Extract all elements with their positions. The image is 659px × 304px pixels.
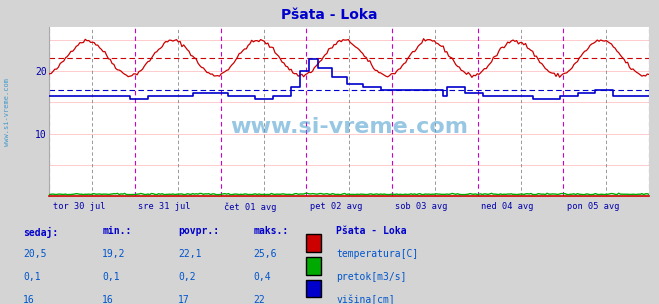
Text: temperatura[C]: temperatura[C] bbox=[336, 249, 418, 259]
Text: 25,6: 25,6 bbox=[254, 249, 277, 259]
Text: tor 30 jul: tor 30 jul bbox=[53, 202, 105, 211]
Text: sob 03 avg: sob 03 avg bbox=[395, 202, 448, 211]
Text: povpr.:: povpr.: bbox=[178, 226, 219, 237]
Text: pon 05 avg: pon 05 avg bbox=[567, 202, 619, 211]
Text: 22: 22 bbox=[254, 295, 266, 304]
Text: 16: 16 bbox=[102, 295, 114, 304]
Text: min.:: min.: bbox=[102, 226, 132, 237]
Text: www.si-vreme.com: www.si-vreme.com bbox=[3, 78, 10, 147]
Text: 20,5: 20,5 bbox=[23, 249, 47, 259]
Text: pet 02 avg: pet 02 avg bbox=[310, 202, 362, 211]
Text: 17: 17 bbox=[178, 295, 190, 304]
Text: 22,1: 22,1 bbox=[178, 249, 202, 259]
Text: Pšata - Loka: Pšata - Loka bbox=[281, 8, 378, 22]
Text: 19,2: 19,2 bbox=[102, 249, 126, 259]
Text: sedaj:: sedaj: bbox=[23, 226, 58, 237]
Text: čet 01 avg: čet 01 avg bbox=[224, 202, 277, 212]
Text: 0,4: 0,4 bbox=[254, 272, 272, 282]
Text: 0,1: 0,1 bbox=[102, 272, 120, 282]
Text: maks.:: maks.: bbox=[254, 226, 289, 237]
Text: Pšata - Loka: Pšata - Loka bbox=[336, 226, 407, 237]
Text: sre 31 jul: sre 31 jul bbox=[138, 202, 191, 211]
Text: 0,1: 0,1 bbox=[23, 272, 41, 282]
Text: 16: 16 bbox=[23, 295, 35, 304]
Text: www.si-vreme.com: www.si-vreme.com bbox=[230, 117, 469, 137]
Text: ned 04 avg: ned 04 avg bbox=[481, 202, 534, 211]
Text: višina[cm]: višina[cm] bbox=[336, 295, 395, 304]
Text: 0,2: 0,2 bbox=[178, 272, 196, 282]
Text: pretok[m3/s]: pretok[m3/s] bbox=[336, 272, 407, 282]
